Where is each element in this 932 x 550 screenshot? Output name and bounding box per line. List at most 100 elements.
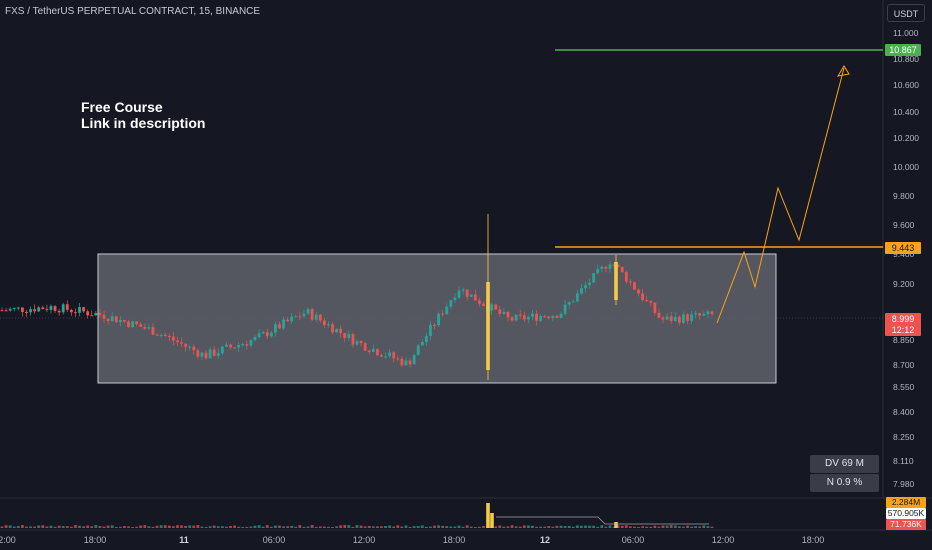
volume-bar [298,525,302,528]
volume-bar [531,525,534,528]
candle-body [65,304,69,310]
candle-body [355,341,359,345]
volume-bar [612,526,616,528]
volume-bar [29,526,32,528]
volume-bar [86,525,90,528]
chart-annotation[interactable]: Free Course Link in description [81,99,205,131]
level-price-tag: 9.443 [885,242,921,254]
candle-body [12,307,16,309]
candle-body [208,349,212,359]
volume-bar [588,525,591,528]
candle-body [163,334,167,336]
price-tick: 10.400 [893,107,919,117]
volume-bar [114,526,118,528]
candle-body [408,360,412,365]
volume-bar [388,525,392,528]
annotation-line-1: Free Course [81,99,163,115]
candle-body [106,318,110,322]
volume-bar [376,526,379,528]
volume-bar [204,526,208,528]
candle-body [322,320,326,326]
price-tick: 11.000 [893,28,919,38]
candle-body [633,282,636,290]
price-tick: 9.800 [893,191,915,201]
price-tick: 10.800 [893,54,919,64]
candle-body [314,314,318,320]
volume-bar [510,525,514,528]
candle-body [588,282,591,286]
projection-path[interactable] [716,67,845,324]
volume-bar [453,526,457,528]
volume-bar [665,525,669,528]
symbol-header: FXS / TetherUS PERPETUAL CONTRACT, 15, B… [5,6,261,17]
volume-bar [580,525,583,528]
candle-body [388,352,392,357]
volume-bar [327,526,330,528]
candle-body [584,285,587,289]
candle-body [522,315,526,320]
volume-bar [347,525,351,528]
candle-body [698,313,702,316]
volume-bar [106,525,110,528]
candle-body [514,314,518,321]
time-label: 12:00 [711,535,735,545]
volume-bar [682,526,685,528]
volume-bar [245,526,249,528]
candle-body [580,288,583,294]
candle-body [690,314,693,321]
volume-bar [400,526,404,528]
projection-arrowhead [837,65,850,77]
volume-bar [706,526,710,528]
candle-body [506,311,510,318]
volume-bar [151,526,155,528]
volume-bar [265,525,269,528]
volume-bar [147,526,151,528]
candle-body [233,347,236,349]
candle-body [400,358,404,366]
volume-bar [600,525,604,528]
candle-body [98,312,102,315]
candle-body [135,321,139,325]
candle-body [25,312,28,314]
volume-bar [620,525,624,528]
volume-bar [686,525,689,528]
candle-body [535,313,538,321]
candle-body [298,316,302,318]
volume-bar [478,526,481,528]
volume-bar [180,525,183,528]
candle-body [90,315,94,317]
time-label: 12 [539,535,551,545]
candle-body [29,309,32,313]
candle-body [8,308,12,311]
candle-body [302,313,306,317]
candle-body [592,273,596,283]
candle-body [335,328,338,333]
volume-bar [514,526,518,528]
volume-bar [208,526,212,528]
candle-body [278,324,281,329]
price-tick: 8.400 [893,407,915,417]
candle-body [33,309,37,312]
candle-body [110,316,114,322]
volume-bar [171,526,175,528]
volume-bar [220,526,224,528]
candle-body [94,312,98,316]
candle-body [384,356,387,358]
currency-button[interactable]: USDT [887,4,925,22]
candle-body [74,312,77,314]
candle-body [694,313,698,315]
candle-body [531,313,534,317]
candle-body [543,316,547,318]
candle-body [620,266,624,273]
candle-body [237,344,241,348]
candle-body [657,312,661,318]
volume-bar [555,525,559,528]
volume-bar [624,525,628,528]
candle-body [57,310,61,313]
candle-body [404,360,408,366]
candle-body [37,307,41,312]
price-tick: 8.550 [893,382,915,392]
candles-layer [0,214,714,380]
